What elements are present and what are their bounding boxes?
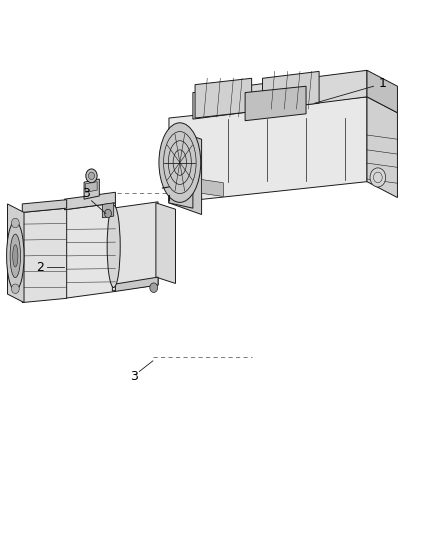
Polygon shape [169, 165, 193, 208]
Polygon shape [116, 277, 158, 292]
Text: 3: 3 [130, 370, 138, 383]
Ellipse shape [10, 234, 21, 278]
Polygon shape [64, 192, 116, 210]
Circle shape [105, 209, 112, 217]
Ellipse shape [107, 205, 120, 287]
Polygon shape [64, 203, 116, 298]
Polygon shape [367, 97, 397, 198]
Text: 2: 2 [36, 261, 44, 274]
Polygon shape [193, 70, 367, 119]
Polygon shape [7, 204, 24, 303]
Circle shape [370, 168, 386, 187]
Circle shape [11, 218, 19, 228]
Circle shape [88, 172, 95, 180]
Polygon shape [201, 180, 223, 197]
Polygon shape [245, 86, 306, 120]
Polygon shape [262, 71, 319, 110]
Polygon shape [367, 70, 397, 113]
Polygon shape [85, 182, 97, 192]
Text: 1: 1 [378, 77, 386, 90]
Polygon shape [195, 78, 252, 118]
Polygon shape [22, 208, 67, 303]
Ellipse shape [159, 123, 201, 203]
Polygon shape [22, 200, 67, 213]
Ellipse shape [13, 245, 18, 267]
Circle shape [11, 284, 19, 294]
Polygon shape [84, 179, 99, 199]
Polygon shape [169, 131, 191, 191]
Polygon shape [156, 203, 176, 284]
Polygon shape [113, 202, 158, 291]
Circle shape [150, 283, 158, 293]
Polygon shape [102, 203, 114, 217]
Ellipse shape [7, 221, 24, 290]
Text: 3: 3 [82, 187, 90, 200]
Polygon shape [169, 128, 201, 215]
Polygon shape [169, 97, 367, 203]
Circle shape [86, 169, 97, 183]
